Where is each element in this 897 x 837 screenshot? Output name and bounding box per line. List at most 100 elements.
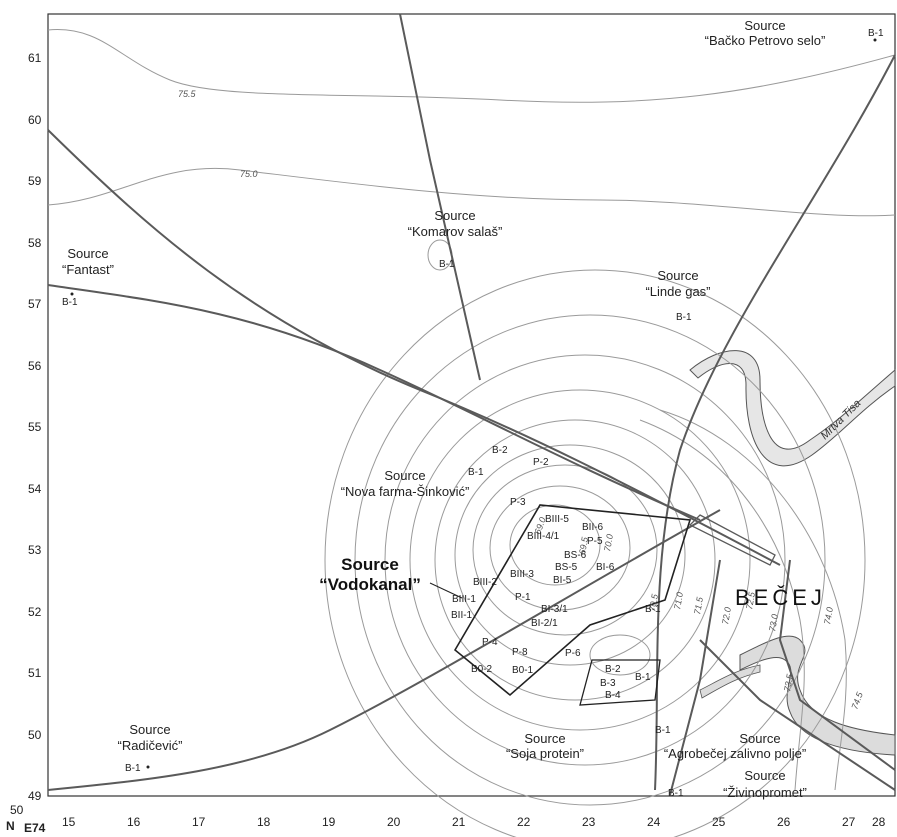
source-title: Source: [434, 208, 475, 223]
well-label: B-1: [655, 725, 671, 736]
well-label: BI-3/1: [541, 604, 568, 615]
source-name: “Radičević”: [117, 738, 182, 753]
river-tisa: [699, 635, 896, 756]
well-label: B-2: [492, 445, 508, 456]
iso-label: 74.0: [822, 606, 835, 625]
x-tick: 19: [322, 815, 336, 829]
well-label: P-4: [482, 637, 498, 648]
roads: [47, 13, 896, 796]
source-name: “Bačko Petrovo selo”: [705, 33, 826, 48]
well-label: P-8: [512, 647, 528, 658]
iso-label: 73.0: [767, 613, 780, 632]
well-point: [70, 292, 74, 296]
x-tick: 17: [192, 815, 206, 829]
well-point: [873, 38, 877, 42]
y-tick: 50: [28, 728, 42, 742]
y-tick: 54: [28, 482, 42, 496]
iso-label: 71.0: [672, 591, 685, 610]
well-label: BI-6: [596, 562, 615, 573]
iso-label: 70.5: [647, 592, 660, 612]
iso-label: 72.5: [744, 590, 757, 610]
source-name: “Živinopromet”: [723, 785, 807, 800]
x-tick: 15: [62, 815, 76, 829]
well-label: BII-6: [582, 522, 604, 533]
source-name: “Nova farma-Šinković”: [341, 484, 470, 499]
x-tick: 20: [387, 815, 401, 829]
corner-e74: E74: [24, 821, 46, 835]
source-name: “Vodokanal”: [319, 575, 421, 594]
source-title: Source: [744, 768, 785, 783]
well-label: P-6: [565, 648, 581, 659]
soja-boundary: [579, 659, 661, 706]
x-tick: 16: [127, 815, 141, 829]
x-tick: 23: [582, 815, 596, 829]
well-label: BIII-2: [473, 577, 497, 588]
iso-label: 72.0: [720, 606, 733, 625]
y-tick: 55: [28, 420, 42, 434]
well-label: B-1: [645, 604, 661, 615]
source-title: Source: [739, 731, 780, 746]
y-tick: 60: [28, 113, 42, 127]
y-tick: 52: [28, 605, 42, 619]
iso-label: 71.5: [692, 595, 705, 615]
well-label: BIII-3: [510, 569, 534, 580]
well-label: BS-6: [564, 550, 587, 561]
y-tick: 53: [28, 543, 42, 557]
y-tick: 59: [28, 174, 42, 188]
y-axis: 61 60 59 58 57 56 55 54 53 52 51 50 49: [28, 51, 42, 803]
iso-label: 70.0: [602, 533, 615, 552]
well-label: BS-5: [555, 562, 578, 573]
corner-n: N: [6, 819, 15, 833]
x-tick: 18: [257, 815, 271, 829]
well-label: B-1: [676, 312, 692, 323]
source-title: Source: [129, 722, 170, 737]
source-title: Source: [384, 468, 425, 483]
well-label: B0-1: [512, 665, 534, 676]
well-label: B-1: [468, 467, 484, 478]
source-title: Source: [744, 18, 785, 33]
source-labels: Source “Bačko Petrovo selo” B-1 Source “…: [62, 18, 884, 800]
x-tick: 22: [517, 815, 531, 829]
source-title: Source: [67, 246, 108, 261]
source-name: “Linde gas”: [645, 284, 710, 299]
x-tick: 28: [872, 815, 886, 829]
well-label: B-1: [868, 28, 884, 39]
y-tick: 57: [28, 297, 42, 311]
x-tick: 27: [842, 815, 856, 829]
well-labels: B-2 P-2 P-3 BIII-5 BIII-4/1 BII-6 P-5 BS…: [451, 445, 661, 701]
source-name: “Fantast”: [62, 262, 114, 277]
source-name: “Soja protein”: [506, 746, 584, 761]
well-label: B-4: [605, 690, 621, 701]
well-label: B-3: [600, 678, 616, 689]
source-title: Source: [341, 555, 399, 574]
y-tick: 61: [28, 51, 42, 65]
corner-50: 50: [10, 803, 24, 817]
vodokanal-leader: [429, 582, 463, 599]
well-label: BIII-5: [545, 514, 569, 525]
x-tick: 24: [647, 815, 661, 829]
well-label: P-2: [533, 457, 549, 468]
y-tick: 49: [28, 789, 42, 803]
source-title: Source: [524, 731, 565, 746]
town-label: BEČEJ: [735, 585, 826, 610]
well-label: BI-5: [553, 575, 572, 586]
well-label: B-1: [125, 763, 141, 774]
iso-label: 69.5: [577, 535, 590, 555]
river-mrtva-tisa: [689, 350, 896, 467]
y-tick: 51: [28, 666, 42, 680]
iso-label: 75.5: [178, 89, 197, 99]
well-label: B-1: [439, 259, 455, 270]
x-tick: 21: [452, 815, 466, 829]
x-axis: 15 16 17 18 19 20 21 22 23 24 25 26 27 2…: [6, 803, 886, 835]
well-label: P-1: [515, 592, 531, 603]
well-label: B-1: [62, 297, 78, 308]
well-label: BI-2/1: [531, 618, 558, 629]
source-title: Source: [657, 268, 698, 283]
well-label: BIII-1: [452, 594, 476, 605]
y-tick: 56: [28, 359, 42, 373]
x-tick: 25: [712, 815, 726, 829]
well-label: B-1: [668, 788, 684, 799]
source-name: “Komarov salaš”: [408, 224, 503, 239]
well-label: P-5: [587, 536, 603, 547]
